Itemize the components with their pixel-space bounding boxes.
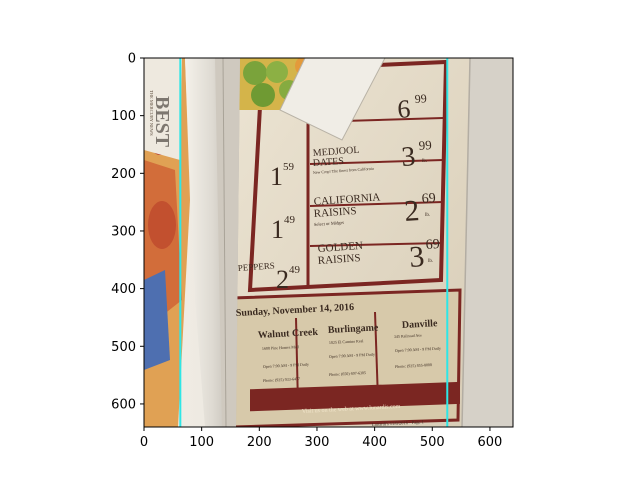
item-2-price-whole: 2 (403, 194, 420, 228)
item-2-name-line1: CALIFORNIA (313, 191, 380, 208)
x-axis: 0 100 200 300 400 500 600 (140, 427, 502, 450)
footer-small: Lunardi's 11/8/2016 - Page 1 (372, 419, 424, 427)
item-3-price-whole: 3 (408, 240, 425, 274)
left-price-2-whole: 1 (271, 215, 284, 244)
item-1-note: New Crop! The finest from California (313, 166, 374, 175)
y-tick-label: 600 (111, 397, 136, 412)
x-tick-label: 0 (140, 435, 148, 450)
item-3-name-line1: GOLDEN (317, 240, 363, 255)
store-2-line3: Phone: (650) 697-6305 (329, 370, 366, 377)
store-2-line2: Open 7:00 AM - 9 PM Daily (329, 352, 375, 359)
x-tick-label: 100 (189, 435, 214, 450)
item-3-name-line2: RAISINS (317, 252, 361, 267)
item-3-unit: lb. (428, 259, 433, 264)
top-price-whole: 6 (396, 94, 411, 124)
top-price-cents: 99 (414, 91, 427, 106)
footer-text: Visit us on the web at www.lunardis.com (302, 404, 401, 415)
fruit-green-1 (243, 61, 267, 85)
fruit-green-3 (251, 83, 275, 107)
store-2-line1: 1825 El Camino Real (329, 338, 365, 345)
item-1-unit: lb. (422, 159, 427, 164)
x-tick-label: 400 (362, 435, 387, 450)
item-2-note: Select or Midget (314, 220, 345, 227)
store-1-name: Walnut Creek (258, 327, 319, 341)
item-2-price-cents: 69 (421, 191, 436, 207)
axes-frame (143, 57, 514, 428)
y-axis: 0 100 200 300 400 500 600 (111, 52, 144, 412)
left-price-3-cents: 49 (289, 264, 301, 276)
store-3-line2: Open 7:00 AM - 9 PM Daily (395, 346, 441, 353)
left-price-2-cents: 49 (284, 214, 296, 226)
fruit-green-2 (266, 61, 288, 83)
store-1-line3: Phone: (925) 933-6477 (263, 376, 300, 383)
x-tick-label: 600 (478, 435, 503, 450)
item-1-name-line2: DATES (312, 156, 344, 169)
y-tick-label: 400 (111, 282, 136, 297)
store-3-line1: 345 Railroad Ave (394, 333, 422, 339)
item-1-price-whole: 3 (400, 141, 416, 173)
store-3-name: Danville (402, 318, 439, 331)
store-2-name: Burlingame (328, 322, 380, 336)
x-tick-label: 500 (420, 435, 445, 450)
x-tick-label: 200 (247, 435, 272, 450)
y-tick-label: 0 (128, 52, 136, 67)
left-price-1-whole: 1 (270, 162, 283, 191)
store-1-line1: 1600 Pine Homes Mall (262, 344, 300, 351)
side-big-text: BEST (151, 96, 173, 148)
peppers-label: PEPPERS (237, 260, 275, 273)
series-layer (179, 58, 449, 427)
item-2-unit: lb. (425, 213, 430, 218)
item-1-price-cents: 99 (418, 137, 432, 153)
x-tick-label: 300 (305, 435, 330, 450)
price-panel-border (247, 59, 449, 293)
y-tick-label: 200 (111, 167, 136, 182)
side-text: THE MERCURY NEWS (149, 90, 154, 136)
left-price-3-whole: 2 (276, 265, 289, 294)
y-tick-label: 500 (111, 340, 136, 355)
photo-image: MEDJOOL DATES New Crop! The finest from … (144, 58, 513, 427)
item-3-price-cents: 69 (425, 237, 440, 253)
y-tick-label: 300 (111, 224, 136, 239)
item-2-name-line2: RAISINS (313, 205, 357, 220)
store-1-line2: Open 7:00 AM - 9 PM Daily (263, 362, 309, 369)
store-3-line3: Phone: (925) 855-8000 (395, 362, 432, 369)
item-1-name-line1: MEDJOOL (312, 145, 359, 159)
left-price-1-cents: 59 (283, 161, 295, 173)
y-tick-label: 100 (111, 109, 136, 124)
